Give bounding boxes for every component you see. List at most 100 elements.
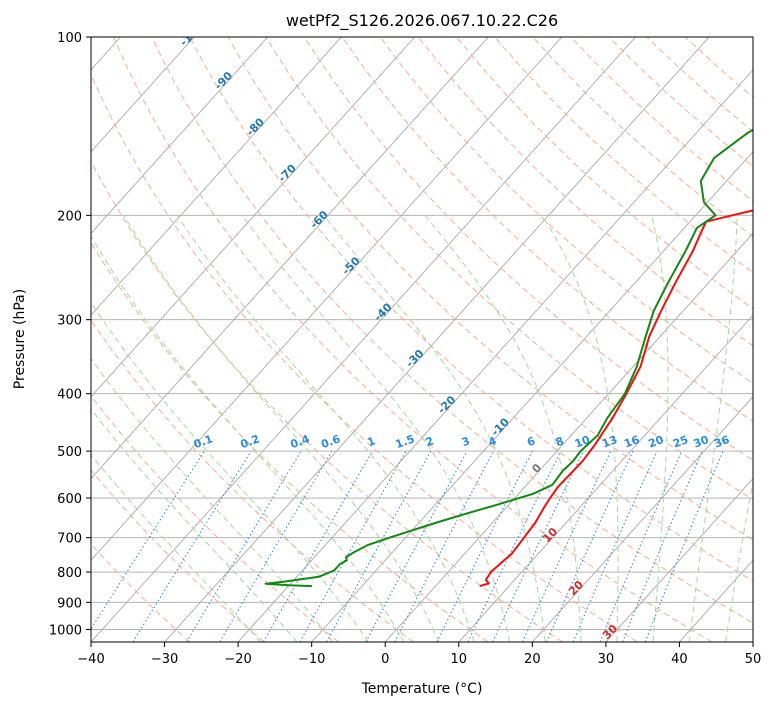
mixing-ratio-label: 20 <box>647 433 666 451</box>
isotherm-line <box>311 150 753 642</box>
y-tick-label: 100 <box>57 31 82 46</box>
isotherm-line <box>91 37 489 480</box>
mixing-ratio-label: 3 <box>460 434 472 449</box>
isotherm-line <box>164 37 710 642</box>
x-tick-label: −20 <box>224 652 251 667</box>
dry-adiabat-line <box>91 241 489 642</box>
x-axis-label: Temperature (°C) <box>361 681 483 697</box>
chart-title: wetPf2_S126.2026.067.10.22.C26 <box>286 11 558 31</box>
x-tick-label: −30 <box>151 652 178 667</box>
dry-adiabat-line <box>91 469 265 642</box>
y-tick-label: 200 <box>57 209 82 224</box>
isotherm-label: -30 <box>403 347 426 370</box>
mixing-ratio-label: 0.4 <box>289 432 312 451</box>
mixing-ratio-line <box>572 450 658 642</box>
mixing-ratio-label: 0.6 <box>319 432 342 451</box>
moist-adiabat-line <box>91 453 262 642</box>
dry-adiabat-line <box>91 160 563 642</box>
isotherm-label: 20 <box>566 578 586 598</box>
x-tick-label: 20 <box>524 652 541 667</box>
isotherm-line <box>91 37 636 642</box>
dry-adiabat-line <box>265 37 753 501</box>
x-tick-label: −40 <box>77 652 104 667</box>
y-tick-label: 1000 <box>49 623 82 638</box>
mixing-ratio-label: 30 <box>692 433 711 451</box>
mixing-ratio-line <box>521 450 612 642</box>
y-axis: 1000 900 800 700 600 500 400 300 200 100 <box>49 31 91 638</box>
isotherm-line <box>91 37 195 153</box>
mixing-ratio-line <box>365 450 468 642</box>
mixing-ratio-line <box>394 450 495 642</box>
mixing-ratio-line <box>326 450 432 642</box>
x-axis: −40 −30 −20 −10 0 10 20 30 40 50 <box>77 642 761 667</box>
mixing-ratio-line <box>599 450 683 642</box>
moist-adiabat-line <box>123 215 440 642</box>
mixing-ratio-line <box>132 450 252 642</box>
isotherm-label: -50 <box>340 254 363 277</box>
mixing-ratio-line <box>546 450 634 642</box>
x-tick-label: 40 <box>671 652 688 667</box>
x-tick-label: −10 <box>298 652 325 667</box>
moist-adiabat-line <box>91 301 369 642</box>
y-tick-label: 800 <box>57 566 82 581</box>
mixing-ratio-label: 1 <box>365 434 377 449</box>
x-tick-label: 0 <box>381 652 389 667</box>
isotherm-line <box>237 69 753 642</box>
isotherm-line <box>91 37 269 235</box>
dry-adiabat-line <box>684 37 753 98</box>
dry-adiabat-line <box>91 395 340 642</box>
mixing-ratio-line <box>644 450 724 642</box>
mixing-ratio-line <box>299 450 407 642</box>
dry-adiabat-line <box>151 37 753 624</box>
moist-adiabat-line <box>725 479 753 642</box>
dry-adiabat-line <box>532 37 753 238</box>
background-grid <box>91 37 753 642</box>
isotherm-label: -70 <box>276 162 299 185</box>
isotherm-line <box>531 396 753 642</box>
isotherm-label: -90 <box>212 69 235 92</box>
plot-frame <box>90 36 754 643</box>
x-tick-label: 30 <box>598 652 615 667</box>
isotherm-line <box>605 477 753 642</box>
mixing-ratio-label: 4 <box>487 434 499 449</box>
isotherm-line <box>458 314 753 642</box>
mixing-ratio-label: 2 <box>424 434 436 449</box>
moist-adiabat-line <box>91 357 334 642</box>
mixing-ratio-line <box>436 450 533 642</box>
mixing-ratio-label: 16 <box>622 433 641 451</box>
y-tick-label: 600 <box>57 492 82 507</box>
dry-adiabat-line <box>91 319 414 642</box>
mixing-ratio-line <box>622 450 703 642</box>
y-tick-label: 400 <box>57 388 82 403</box>
isotherm-label: -60 <box>308 208 331 231</box>
profile-series <box>264 128 753 588</box>
dry-adiabat-line <box>608 37 753 167</box>
mixing-ratio-label: 36 <box>712 433 731 451</box>
dry-adiabat-line <box>227 37 753 541</box>
x-tick-label: 10 <box>451 652 468 667</box>
isotherm-label: -20 <box>435 393 458 416</box>
moist-adiabat-line <box>323 214 546 642</box>
moist-adiabat-line <box>541 215 619 642</box>
dry-adiabat-line <box>113 37 713 642</box>
isotherm-label: -40 <box>371 300 394 323</box>
moist-adiabat-line <box>688 215 738 642</box>
dry-adiabat-line <box>494 37 753 274</box>
isotherm-line <box>91 37 342 316</box>
mixing-ratio-label: 0.1 <box>192 432 215 451</box>
y-tick-label: 500 <box>57 445 82 460</box>
mixing-ratio-label: 25 <box>671 433 690 450</box>
temperature-line <box>479 209 753 588</box>
y-tick-label: 300 <box>57 314 82 329</box>
dewpoint-line <box>264 128 753 588</box>
dry-adiabat-line <box>646 37 753 133</box>
mixing-ratio-line <box>186 450 302 642</box>
isotherm-label: 40 <box>640 659 660 679</box>
y-tick-label: 900 <box>57 596 82 611</box>
isotherm-line <box>384 232 753 642</box>
isotherm-line <box>91 37 416 398</box>
mixing-ratio-line <box>492 450 585 642</box>
mixing-ratio-line <box>467 450 562 642</box>
moist-adiabat-line <box>424 214 582 642</box>
